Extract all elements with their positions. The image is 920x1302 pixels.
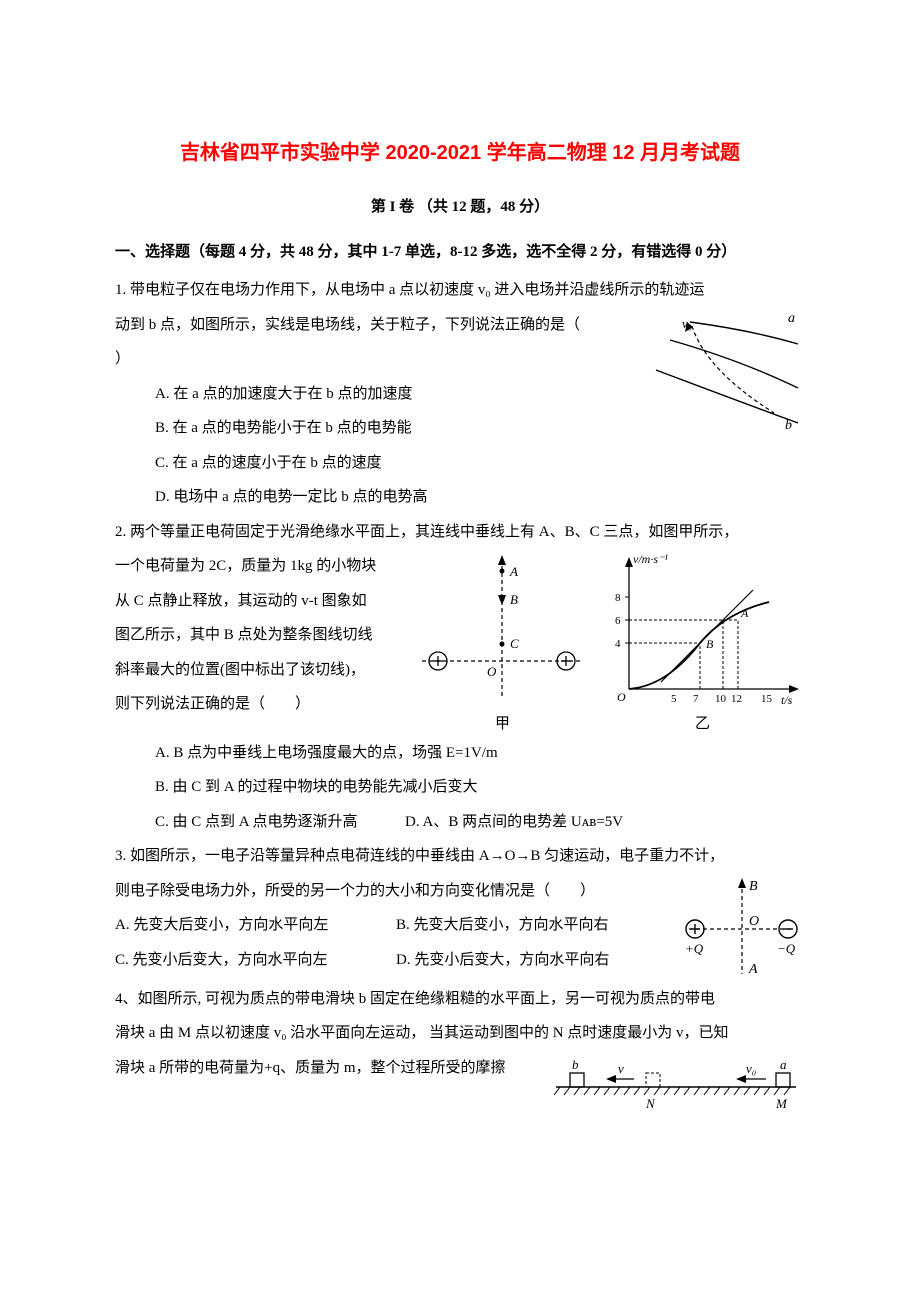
- q2-fig2: v/m·s⁻¹ t/s 4 6 8 5 7 10 12 15 A B O 乙: [600, 549, 805, 736]
- q2-l4: 则下列说法正确的是（ ）: [115, 687, 405, 722]
- q1-line1: 1. 带电粒子仅在电场力作用下，从电场中 a 点以初速度 v₀ 进入电场并沿虚线…: [115, 273, 805, 308]
- q2-opt-cd: C. 由 C 点到 A 点电势逐渐升高 D. A、B 两点间的电势差 Uᴀʙ=5…: [155, 805, 805, 840]
- q2-opt-b: B. 由 C 到 A 的过程中物块的电势能先减小后变大: [155, 770, 805, 805]
- svg-text:b: b: [572, 1057, 579, 1072]
- svg-text:B: B: [749, 879, 758, 894]
- q1-paren: ）: [115, 342, 650, 377]
- svg-text:v: v: [618, 1061, 624, 1076]
- q3-line1: 3. 如图所示，一电子沿等量异种点电荷连线的中垂线由 A→O→B 匀速运动，电子…: [115, 839, 805, 874]
- svg-text:15: 15: [761, 693, 773, 705]
- q2f1-B: B: [510, 592, 518, 607]
- q3-opt-b: B. 先变大后变小，方向水平向右: [396, 908, 677, 943]
- svg-text:−Q: −Q: [777, 941, 796, 956]
- q2f1-O: O: [487, 664, 497, 679]
- section-heading: 一、选择题（每题 4 分，共 48 分，其中 1-7 单选，8-12 多选，选不…: [115, 235, 805, 270]
- q4-figure: b a v v₀ N M: [545, 1051, 805, 1113]
- q2f1-A: A: [509, 564, 518, 579]
- q3-row: 则电子除受电场力外，所受的另一个力的大小和方向变化情况是（ ） A. 先变大后变…: [115, 874, 805, 982]
- q2-fig2-caption: 乙: [695, 713, 710, 736]
- q2f2-xl: t/s: [781, 693, 793, 707]
- q1-options: A. 在 a 点的加速度大于在 b 点的加速度 B. 在 a 点的电势能小于在 …: [115, 377, 650, 446]
- q3-opt-a: A. 先变大后变小，方向水平向左: [115, 908, 396, 943]
- document-title: 吉林省四平市实验中学 2020-2021 学年高二物理 12 月月考试题: [115, 130, 805, 176]
- svg-text:O: O: [617, 690, 626, 704]
- q3-opt-c: C. 先变小后变大，方向水平向左: [115, 943, 396, 978]
- svg-text:4: 4: [615, 638, 621, 650]
- q1-opt-a: A. 在 a 点的加速度大于在 b 点的加速度: [155, 377, 650, 412]
- q4-row: 滑块 a 所带的电荷量为+q、质量为 m，整个过程所受的摩擦: [115, 1051, 805, 1113]
- q3-svg: B O A +Q −Q: [679, 874, 804, 982]
- q2-fig1-caption: 甲: [495, 713, 510, 736]
- q4-left: 滑块 a 所带的电荷量为+q、质量为 m，整个过程所受的摩擦: [115, 1051, 545, 1086]
- svg-text:B: B: [706, 637, 714, 651]
- svg-text:O: O: [749, 914, 759, 929]
- q3-options: A. 先变大后变小，方向水平向左 B. 先变大后变小，方向水平向右 C. 先变小…: [115, 908, 677, 977]
- q3-left: 则电子除受电场力外，所受的另一个力的大小和方向变化情况是（ ） A. 先变大后变…: [115, 874, 677, 978]
- q1-lbl-b: b: [785, 418, 792, 433]
- q2-l0: 一个电荷量为 2C，质量为 1kg 的小物块: [115, 549, 405, 584]
- q3-line2: 则电子除受电场力外，所受的另一个力的大小和方向变化情况是（ ）: [115, 874, 677, 909]
- q2f1-C: C: [510, 636, 519, 651]
- q4-line1: 4、如图所示, 可视为质点的带电滑块 b 固定在绝缘粗糙的水平面上，另一可视为质…: [115, 982, 805, 1017]
- q2-l1: 从 C 点静止释放，其运动的 v-t 图象如: [115, 584, 405, 619]
- svg-text:5: 5: [671, 693, 677, 705]
- q1-left: 动到 b 点，如图所示，实线是电场线，关于粒子，下列说法正确的是（ ） A. 在…: [115, 308, 650, 446]
- q2-l2: 图乙所示，其中 B 点处为整条图线切线: [115, 618, 405, 653]
- q3-opt-d: D. 先变小后变大，方向水平向右: [396, 943, 677, 978]
- svg-text:12: 12: [731, 693, 742, 705]
- svg-text:M: M: [775, 1096, 788, 1111]
- svg-text:10: 10: [715, 693, 727, 705]
- q1-opt-d: D. 电场中 a 点的电势一定比 b 点的电势高: [155, 480, 805, 515]
- q2-line1: 2. 两个等量正电荷固定于光滑绝缘水平面上，其连线中垂线上有 A、B、C 三点，…: [115, 515, 805, 550]
- q2-row: 一个电荷量为 2C，质量为 1kg 的小物块 从 C 点静止释放，其运动的 v-…: [115, 549, 805, 736]
- svg-text:v₀: v₀: [746, 1061, 756, 1076]
- q1-lbl-a: a: [788, 311, 795, 326]
- q2-options: A. B 点为中垂线上电场强度最大的点，场强 E=1V/m B. 由 C 到 A…: [115, 736, 805, 840]
- q2f2-yl: v/m·s⁻¹: [633, 552, 668, 566]
- q3-figure: B O A +Q −Q: [677, 874, 805, 982]
- q1-options-rest: C. 在 a 点的速度小于在 b 点的速度 D. 电场中 a 点的电势一定比 b…: [115, 446, 805, 515]
- q2-opt-d: D. A、B 两点间的电势差 Uᴀʙ=5V: [405, 814, 623, 830]
- q1-opt-b: B. 在 a 点的电势能小于在 b 点的电势能: [155, 411, 650, 446]
- q4-line2: 滑块 a 由 M 点以初速度 v₀ 沿水平面向左运动， 当其运动到图中的 N 点…: [115, 1016, 805, 1051]
- q2-left: 一个电荷量为 2C，质量为 1kg 的小物块 从 C 点静止释放，其运动的 v-…: [115, 549, 405, 722]
- q1-row: 动到 b 点，如图所示，实线是电场线，关于粒子，下列说法正确的是（ ） A. 在…: [115, 308, 805, 446]
- svg-text:6: 6: [615, 615, 621, 627]
- svg-text:a: a: [780, 1057, 787, 1072]
- q4-svg: b a v v₀ N M: [548, 1051, 803, 1113]
- svg-text:+Q: +Q: [685, 941, 704, 956]
- svg-text:7: 7: [693, 693, 699, 705]
- q2-svg1: A B C O: [410, 549, 595, 709]
- q1-figure: a b v₀: [650, 308, 805, 438]
- q2-svg2: v/m·s⁻¹ t/s 4 6 8 5 7 10 12 15 A B O: [603, 549, 803, 709]
- svg-text:8: 8: [615, 592, 621, 604]
- q2-fig1: A B C O 甲: [405, 549, 600, 736]
- q1-svg: a b v₀: [650, 310, 805, 435]
- svg-text:N: N: [645, 1096, 656, 1111]
- q2-l3: 斜率最大的位置(图中标出了该切线)，: [115, 653, 405, 688]
- svg-text:A: A: [748, 962, 758, 977]
- document-subtitle: 第 I 卷 （共 12 题，48 分）: [115, 190, 805, 225]
- q4-line3: 滑块 a 所带的电荷量为+q、质量为 m，整个过程所受的摩擦: [115, 1051, 545, 1086]
- q1-opt-c: C. 在 a 点的速度小于在 b 点的速度: [155, 446, 805, 481]
- q2-opt-c: C. 由 C 点到 A 点电势逐渐升高: [155, 814, 358, 830]
- q1-line2: 动到 b 点，如图所示，实线是电场线，关于粒子，下列说法正确的是（: [115, 308, 650, 343]
- q2-opt-a: A. B 点为中垂线上电场强度最大的点，场强 E=1V/m: [155, 736, 805, 771]
- svg-text:A: A: [740, 606, 749, 620]
